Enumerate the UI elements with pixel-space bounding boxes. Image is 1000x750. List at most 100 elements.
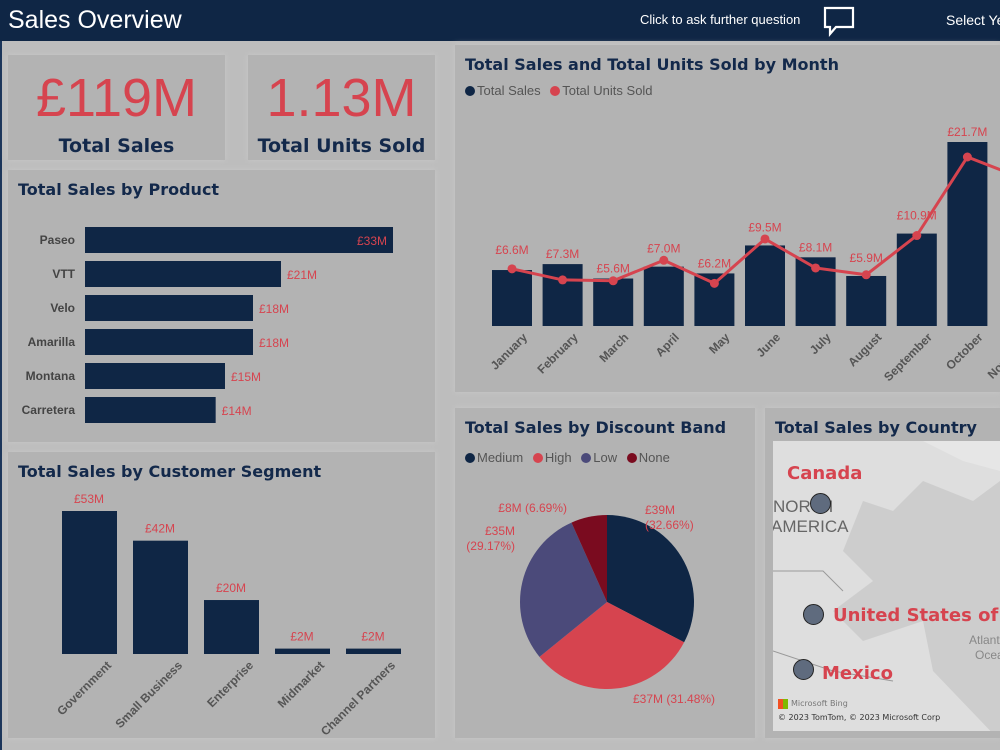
- legend-dot: [581, 453, 592, 463]
- bar: [492, 270, 532, 326]
- ask-question-link[interactable]: Click to ask further question: [640, 12, 801, 27]
- data-label: £10.9M: [897, 209, 937, 223]
- legend: Medium High Low None: [465, 450, 676, 465]
- country-bubble-usa[interactable]: [803, 604, 824, 625]
- slice-label: £39M: [645, 503, 675, 517]
- legend-item[interactable]: Medium: [477, 450, 524, 465]
- slice-percent-label: (29.17%): [466, 539, 515, 553]
- map-brand: Microsoft Bing: [791, 699, 848, 708]
- data-label: £21M: [287, 268, 317, 282]
- legend-dot: [532, 453, 543, 463]
- data-label: £33M: [357, 234, 387, 248]
- bar: [643, 266, 684, 326]
- bar: [896, 233, 937, 326]
- month-label: September: [881, 330, 935, 384]
- month-label: July: [807, 330, 834, 357]
- chart-title: Total Sales by Discount Band: [465, 418, 727, 437]
- map-attribution: © 2023 TomTom, © 2023 Microsoft Corp: [778, 713, 941, 722]
- discount-chart-card: Total Sales by Discount Band Medium High…: [455, 408, 755, 738]
- region-label: AMERICA: [773, 517, 849, 536]
- select-year-slicer[interactable]: Select Ye: [946, 12, 1000, 28]
- country-bubble-mexico[interactable]: [793, 659, 814, 680]
- bar: [85, 329, 253, 355]
- data-label: £21.7M: [947, 125, 987, 139]
- legend-dot: [550, 86, 561, 96]
- country-label-mexico: Mexico: [822, 663, 893, 684]
- bar: [846, 275, 887, 326]
- legend-dot: [626, 453, 637, 463]
- bar: [593, 278, 634, 326]
- legend-dot: [465, 453, 475, 463]
- data-label: £6.6M: [495, 243, 528, 257]
- units-point: [709, 278, 719, 288]
- legend-item[interactable]: High: [544, 450, 572, 465]
- country-bubble-canada[interactable]: [810, 493, 831, 514]
- product-bar-chart: Paseo £33M VTT £21M Velo £18M Amarilla £18M Mont…: [22, 227, 393, 423]
- category-label: Velo: [50, 301, 75, 315]
- category-label: Amarilla: [28, 335, 76, 349]
- country-map-card: Total Sales by Country NORTH AMERICA Atl…: [765, 408, 1000, 738]
- bar: [947, 142, 988, 326]
- month-label: March: [596, 330, 631, 365]
- chart-title: Total Sales and Total Units Sold by Mont…: [465, 55, 839, 74]
- month-label: August: [845, 330, 884, 369]
- pie-slice-none: [571, 515, 607, 602]
- data-label: £15M: [231, 370, 261, 384]
- product-chart-card: Total Sales by Product Paseo £33M VTT £21M V…: [8, 170, 435, 442]
- country-label-canada: Canada: [787, 463, 863, 484]
- header-bar: Sales Overview Click to ask further ques…: [0, 0, 1000, 41]
- units-point: [507, 264, 517, 274]
- category-label: Paseo: [40, 233, 75, 247]
- bar: [85, 295, 253, 321]
- category-label: Carretera: [22, 403, 76, 417]
- bar: [542, 264, 583, 326]
- chart-title: Total Sales by Product: [18, 180, 220, 199]
- category-label: Enterprise: [204, 658, 256, 710]
- legend-item[interactable]: Total Units Sold: [562, 83, 653, 98]
- pie-slice-high: [539, 602, 685, 689]
- slice-label: £8M (6.69%): [498, 501, 567, 515]
- data-label: £2M: [290, 630, 313, 644]
- month-label: November: [985, 330, 1000, 382]
- data-label: £5.6M: [597, 262, 630, 276]
- units-point: [608, 276, 618, 286]
- data-label: £5.9M: [850, 251, 883, 265]
- page-title: Sales Overview: [8, 6, 182, 34]
- category-label: VTT: [52, 267, 75, 281]
- data-label: £7.3M: [546, 247, 579, 261]
- month-label: April: [653, 330, 682, 359]
- units-point: [760, 234, 770, 244]
- chart-title: Total Sales by Country: [775, 418, 977, 437]
- kpi-value: £119M: [35, 68, 198, 128]
- slice-label: £37M (31.48%): [633, 692, 715, 706]
- data-label: £6.2M: [698, 256, 731, 270]
- legend-item[interactable]: None: [638, 450, 670, 465]
- ocean-label: Atlanti: [969, 633, 1000, 647]
- kpi-label: Total Units Sold: [257, 135, 426, 157]
- monthly-chart-card: Total Sales and Total Units Sold by Mont…: [455, 45, 1000, 392]
- bar: [204, 600, 259, 654]
- bar: [85, 261, 281, 287]
- speech-bubble-icon[interactable]: [822, 4, 856, 38]
- pie-slice-low: [520, 522, 607, 657]
- microsoft-logo-icon: [778, 699, 788, 709]
- kpi-label: Total Sales: [58, 135, 175, 157]
- bar: [85, 363, 225, 389]
- month-label: January: [488, 330, 531, 373]
- units-point: [912, 231, 922, 241]
- category-label: Midmarket: [275, 658, 327, 710]
- chart-title: Total Sales by Customer Segment: [18, 462, 322, 481]
- legend: Total Sales Total Units Sold: [465, 83, 659, 98]
- segment-chart-card: Total Sales by Customer Segment £53M Gove…: [8, 452, 435, 738]
- bar: [85, 227, 393, 253]
- legend-item[interactable]: Total Sales: [477, 83, 541, 98]
- bar: [133, 540, 188, 654]
- data-label: £53M: [74, 492, 104, 506]
- segment-bar-chart: £53M Government £42M Small Business £20M Ente…: [54, 492, 401, 738]
- country-map[interactable]: NORTH AMERICA Atlanti Ocea Canada United…: [773, 441, 1000, 731]
- slice-label: £35M: [485, 524, 515, 538]
- data-label: £18M: [259, 302, 289, 316]
- left-edge: [0, 41, 2, 750]
- legend-dot: [465, 86, 475, 96]
- legend-item[interactable]: Low: [593, 450, 618, 465]
